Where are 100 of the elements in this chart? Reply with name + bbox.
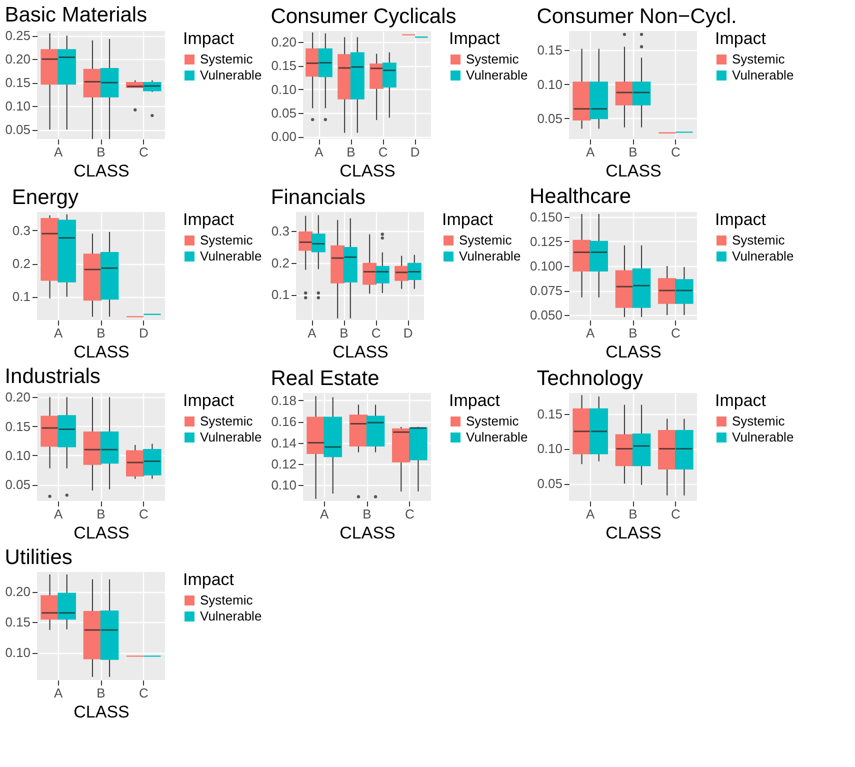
- x-tick-label: C: [371, 326, 381, 340]
- x-tick-label: B: [96, 506, 106, 522]
- chart-title: Technology: [536, 367, 644, 390]
- x-tick-label: A: [320, 506, 329, 522]
- y-tick-label: 0.12: [271, 456, 296, 472]
- chart-title: Basic Materials: [4, 4, 148, 27]
- x-tick-label: C: [670, 506, 680, 522]
- legend-label: Systemic: [459, 232, 512, 248]
- x-tick-label: C: [378, 144, 388, 160]
- y-tick-label: 0.150: [530, 209, 562, 224]
- x-tick-label: B: [628, 144, 638, 160]
- x-tick-label: B: [340, 326, 348, 340]
- x-tick-label: C: [404, 506, 414, 522]
- y-tick-label: 0.1: [12, 289, 30, 304]
- x-axis-title: CLASS: [74, 524, 130, 542]
- y-tick-label: 0.10: [271, 82, 296, 97]
- legend-label: Vulnerable: [200, 68, 262, 82]
- x-tick-label: B: [346, 144, 356, 160]
- y-tick-label: 0.05: [5, 477, 30, 492]
- y-tick-label: 0.15: [5, 614, 30, 630]
- legend-title: Impact: [715, 29, 766, 48]
- y-tick-label: 0.100: [530, 258, 562, 274]
- y-tick-label: 0.14: [271, 435, 296, 450]
- y-tick-label: 0.05: [537, 110, 562, 126]
- x-tick-label: A: [308, 326, 317, 340]
- legend-label: Systemic: [200, 414, 254, 428]
- x-axis-title: CLASS: [332, 342, 388, 362]
- x-tick-label: B: [628, 506, 638, 522]
- x-tick-label: A: [54, 144, 63, 160]
- y-tick-label: 0.05: [5, 122, 30, 138]
- x-tick-label: D: [138, 326, 148, 340]
- legend-title: Impact: [449, 29, 500, 48]
- y-tick-label: 0.20: [271, 34, 296, 50]
- y-tick-label: 0.15: [537, 42, 562, 58]
- y-tick-label: 0.15: [5, 75, 30, 90]
- chart-title: Consumer Non−Cycl.: [536, 5, 737, 28]
- legend-label: Systemic: [200, 232, 254, 248]
- x-tick-label: A: [586, 144, 595, 160]
- y-tick-label: 0.1: [271, 287, 290, 302]
- legend-title: Impact: [183, 570, 234, 589]
- y-tick-label: 0.25: [5, 28, 30, 44]
- chart-title: Financials: [270, 186, 366, 209]
- legend-label: Vulnerable: [732, 430, 794, 444]
- legend-label: Vulnerable: [200, 608, 262, 624]
- legend-label: Systemic: [200, 52, 254, 66]
- x-axis-title: CLASS: [340, 524, 396, 542]
- x-tick-label: D: [403, 326, 413, 340]
- y-tick-label: 0.10: [537, 76, 562, 92]
- y-tick-label: 0.2: [12, 256, 30, 272]
- legend-label: Vulnerable: [459, 248, 521, 264]
- x-tick-label: C: [138, 506, 148, 522]
- x-axis-title: CLASS: [606, 162, 662, 180]
- legend-label: Vulnerable: [732, 68, 794, 82]
- y-tick-label: 0.15: [5, 418, 30, 434]
- y-tick-label: 0.20: [5, 52, 30, 67]
- x-tick-label: A: [54, 506, 63, 522]
- legend-label: Vulnerable: [200, 248, 262, 264]
- x-tick-label: A: [54, 686, 63, 700]
- x-tick-label: A: [586, 506, 595, 522]
- chart-title: Real Estate: [270, 367, 380, 390]
- legend-title: Impact: [449, 391, 500, 410]
- y-tick-label: 0.15: [537, 406, 562, 422]
- legend-label: Systemic: [200, 592, 254, 608]
- legend-label: Vulnerable: [732, 248, 794, 264]
- x-axis-title: CLASS: [74, 342, 130, 362]
- legend-label: Systemic: [466, 52, 520, 66]
- legend-title: Impact: [183, 210, 234, 229]
- x-tick-label: A: [54, 326, 63, 340]
- x-tick-label: C: [670, 144, 680, 160]
- x-tick-label: D: [410, 144, 420, 160]
- x-axis-title: CLASS: [74, 702, 130, 722]
- chart-title: Consumer Cyclicals: [270, 5, 456, 28]
- y-tick-label: 0.20: [5, 390, 30, 405]
- x-tick-label: A: [314, 144, 324, 160]
- x-axis-title: CLASS: [606, 342, 662, 362]
- chart-title: Healthcare: [529, 184, 632, 208]
- legend-title: Impact: [442, 210, 494, 229]
- x-tick-label: C: [138, 144, 148, 160]
- y-tick-label: 0.10: [5, 98, 30, 114]
- x-tick-label: B: [628, 326, 638, 340]
- chart-title: Industrials: [4, 365, 100, 388]
- legend-title: Impact: [183, 29, 234, 48]
- legend-label: Vulnerable: [466, 68, 528, 82]
- chart-title: Utilities: [4, 546, 72, 569]
- y-tick-label: 0.15: [271, 58, 296, 74]
- legend-label: Systemic: [732, 52, 786, 66]
- x-tick-label: C: [138, 686, 148, 700]
- y-tick-label: 0.18: [271, 392, 296, 408]
- x-tick-label: B: [96, 144, 106, 160]
- y-tick-label: 0.10: [271, 478, 296, 493]
- y-tick-label: 0.050: [530, 308, 562, 323]
- legend-label: Vulnerable: [466, 430, 528, 444]
- x-tick-label: A: [586, 326, 595, 340]
- y-tick-label: 0.10: [537, 441, 562, 456]
- y-tick-label: 0.10: [5, 645, 30, 660]
- y-tick-label: 0.10: [5, 448, 30, 463]
- legend-title: Impact: [715, 210, 766, 229]
- legend-title: Impact: [183, 391, 234, 410]
- y-tick-label: 0.00: [271, 129, 296, 144]
- x-tick-label: B: [96, 686, 106, 700]
